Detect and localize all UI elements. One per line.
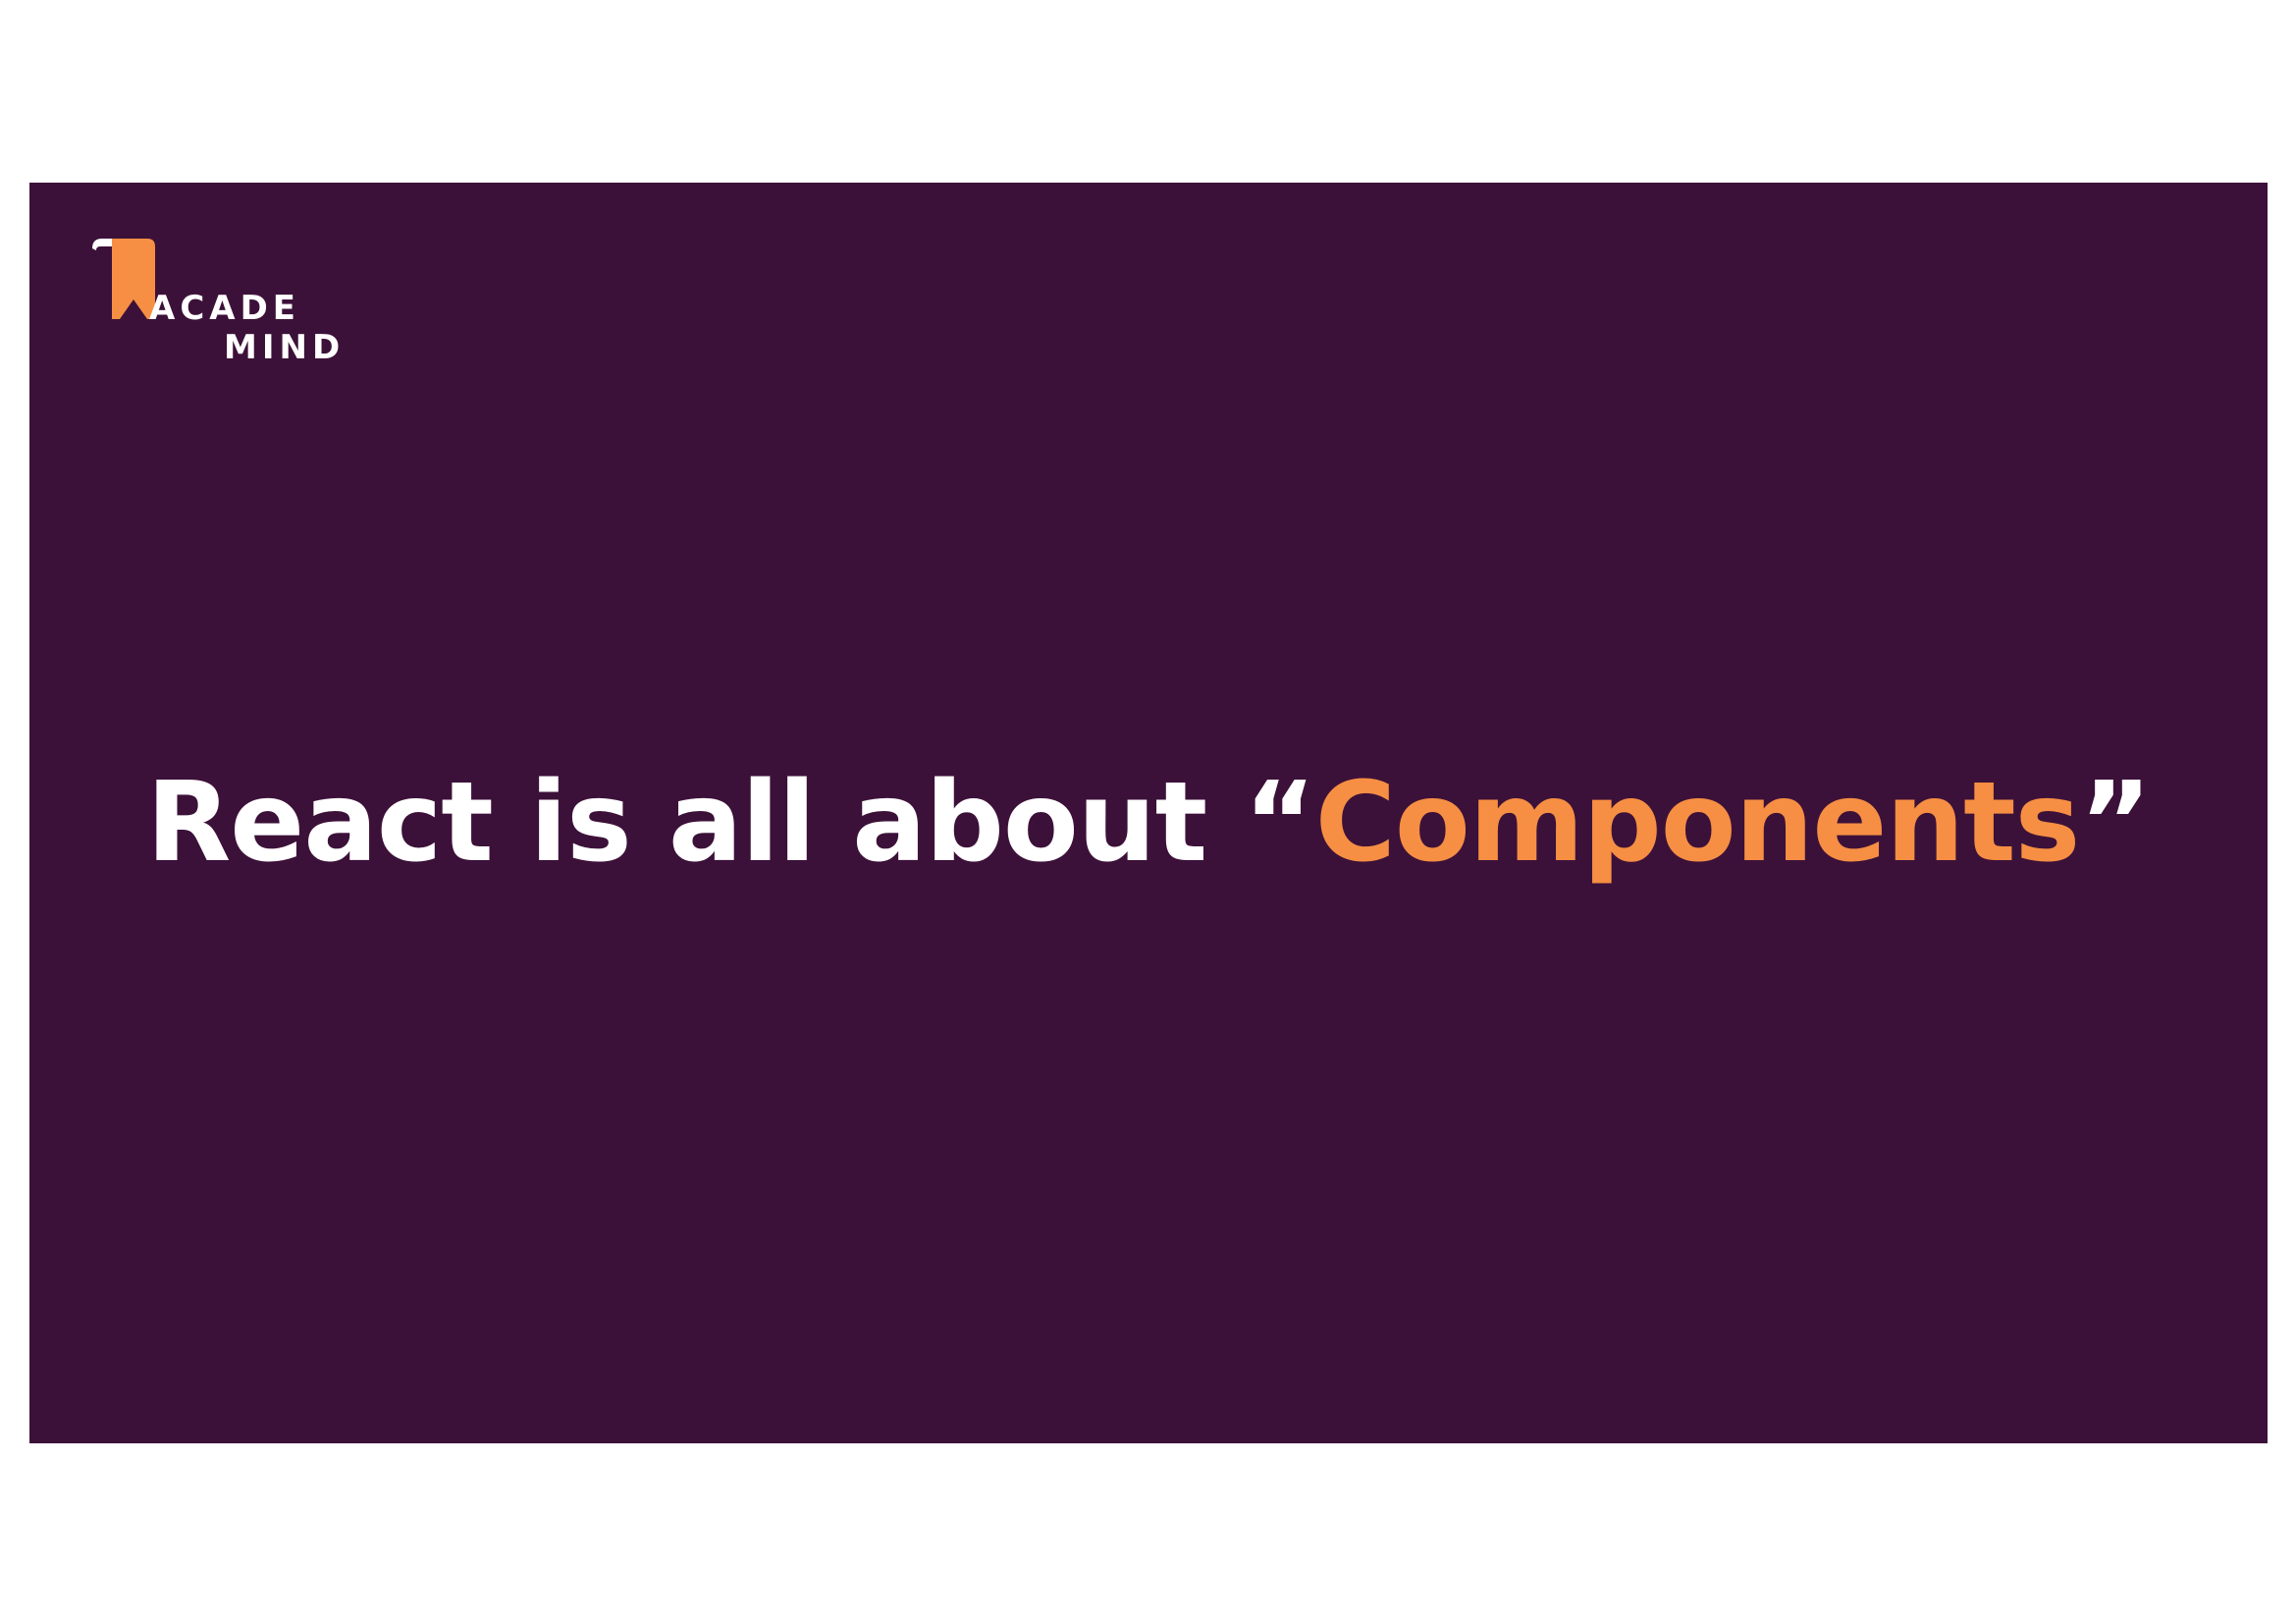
headline-open-quote: “	[1244, 759, 1316, 887]
logo-text-line1: ACADE	[149, 289, 301, 328]
headline-close-quote: ”	[2079, 759, 2152, 887]
slide-headline: React is all about “Components”	[29, 757, 2268, 889]
logo-text-line2: MIND	[224, 328, 346, 367]
slide: ACADE MIND React is all about “Component…	[29, 183, 2268, 1443]
headline-highlight: Components	[1314, 759, 2081, 887]
academind-logo: ACADE MIND	[90, 237, 340, 374]
bookmark-logo-icon	[92, 239, 155, 319]
headline-prefix: React is all about	[146, 759, 1245, 887]
